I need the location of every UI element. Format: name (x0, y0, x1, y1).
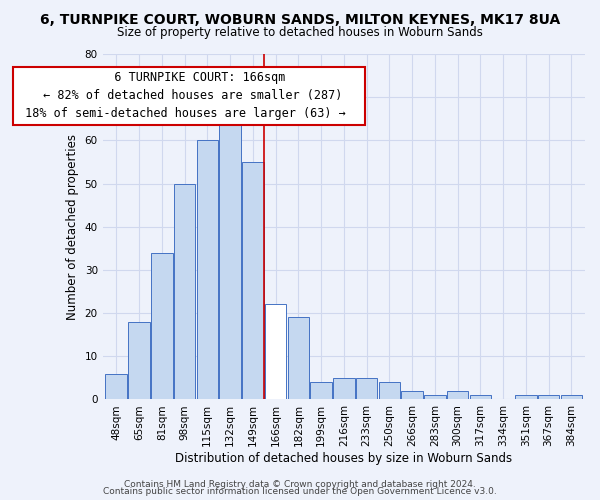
Text: 6, TURNPIKE COURT, WOBURN SANDS, MILTON KEYNES, MK17 8UA: 6, TURNPIKE COURT, WOBURN SANDS, MILTON … (40, 12, 560, 26)
Text: Contains HM Land Registry data © Crown copyright and database right 2024.: Contains HM Land Registry data © Crown c… (124, 480, 476, 489)
Text: Contains public sector information licensed under the Open Government Licence v3: Contains public sector information licen… (103, 487, 497, 496)
Bar (401, 391, 423, 400)
Bar (310, 382, 332, 400)
Y-axis label: Number of detached properties: Number of detached properties (66, 134, 79, 320)
Bar (242, 162, 263, 400)
Bar (197, 140, 218, 400)
Bar (447, 391, 469, 400)
Bar (128, 322, 150, 400)
Bar (515, 395, 536, 400)
Bar (106, 374, 127, 400)
Bar (424, 395, 446, 400)
Text: 6 TURNPIKE COURT: 166sqm
 ← 82% of detached houses are smaller (287)
 18% of sem: 6 TURNPIKE COURT: 166sqm ← 82% of detach… (18, 72, 360, 120)
Bar (174, 184, 196, 400)
Bar (333, 378, 355, 400)
Bar (560, 395, 582, 400)
Bar (265, 304, 286, 400)
Bar (151, 252, 173, 400)
Bar (219, 119, 241, 400)
Bar (470, 395, 491, 400)
Bar (538, 395, 559, 400)
Bar (379, 382, 400, 400)
Bar (287, 318, 309, 400)
Bar (356, 378, 377, 400)
X-axis label: Distribution of detached houses by size in Woburn Sands: Distribution of detached houses by size … (175, 452, 512, 465)
Text: Size of property relative to detached houses in Woburn Sands: Size of property relative to detached ho… (117, 26, 483, 39)
